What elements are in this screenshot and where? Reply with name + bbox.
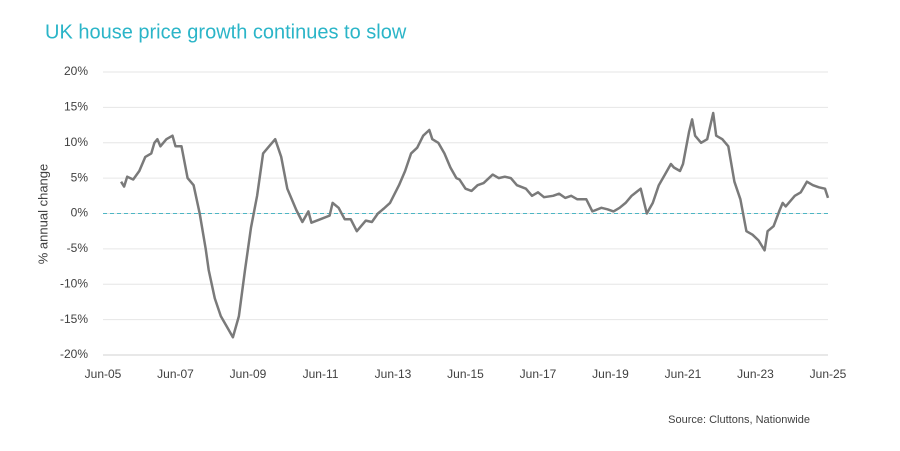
line-series bbox=[120, 111, 830, 339]
x-tick-label: Jun-19 bbox=[592, 367, 629, 381]
y-tick-label: 20% bbox=[64, 64, 88, 78]
y-tick-label: -5% bbox=[67, 241, 89, 255]
y-tick-label: -20% bbox=[60, 347, 88, 361]
x-tick-label: Jun-09 bbox=[230, 367, 267, 381]
x-tick-label: Jun-15 bbox=[447, 367, 484, 381]
y-tick-label: -10% bbox=[60, 276, 88, 290]
x-tick-label: Jun-05 bbox=[85, 367, 122, 381]
x-tick-label: Jun-17 bbox=[520, 367, 557, 381]
y-tick-label: 5% bbox=[71, 170, 89, 184]
x-tick-label: Jun-11 bbox=[303, 367, 339, 381]
chart-title: UK house price growth continues to slow bbox=[45, 21, 407, 43]
x-tick-label: Jun-21 bbox=[665, 367, 702, 381]
y-tick-label: 15% bbox=[64, 100, 88, 114]
source: Source: Cluttons, Nationwide bbox=[668, 414, 810, 426]
y-tick-label: 10% bbox=[64, 135, 88, 149]
x-tick-label: Jun-07 bbox=[157, 367, 194, 381]
x-tick-label: Jun-13 bbox=[375, 367, 412, 381]
y-axis-label: % annual change bbox=[35, 164, 50, 264]
y-tick-label: 0% bbox=[71, 206, 89, 220]
y-tick-label: -15% bbox=[60, 312, 88, 326]
x-tick-label: Jun-25 bbox=[810, 367, 847, 381]
x-tick-label: Jun-23 bbox=[737, 367, 774, 381]
